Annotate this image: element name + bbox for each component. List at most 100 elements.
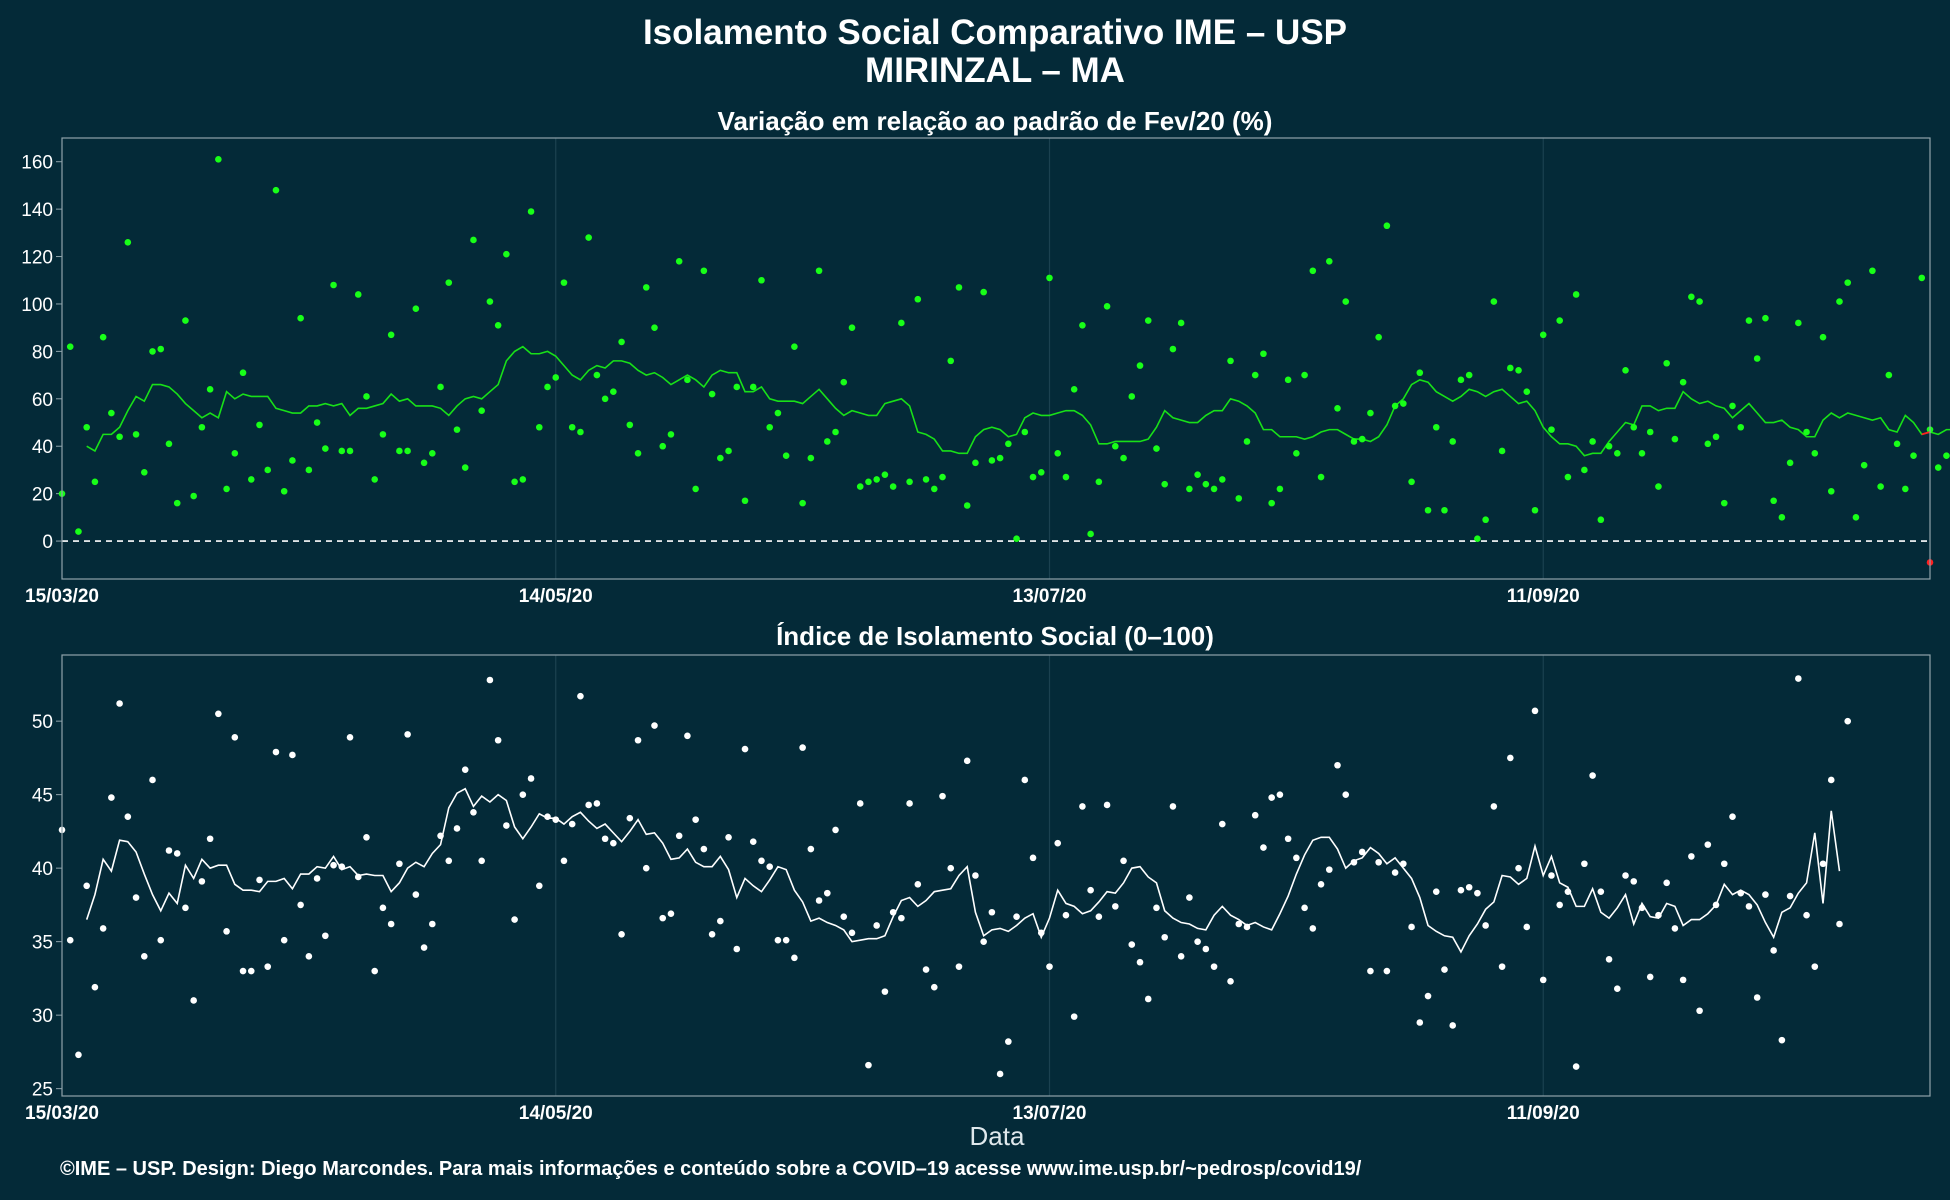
data-point [1762,891,1769,898]
x-tick-label: 13/07/20 [1013,1103,1087,1124]
data-point [848,324,856,331]
data-point [1235,495,1243,502]
data-point [108,794,115,801]
data-point [1317,881,1325,888]
data-point [700,845,708,853]
data-point [758,276,765,284]
panel2-plot-area: 15/03/20 14/05/20 13/07/20 11/09/20 25 30 35 40… [25,654,1931,1124]
data-point [873,922,880,929]
data-point [1531,707,1539,715]
data-point [1416,1019,1424,1026]
data-point [1836,298,1843,305]
data-point [1531,506,1539,514]
data-point [1622,872,1629,879]
data-point [371,476,379,483]
data-point [519,476,527,483]
data-point [108,409,115,417]
data-point [568,820,576,828]
data-point [799,499,806,507]
data-point [1037,469,1045,476]
data-point [963,502,971,509]
data-point [1449,1022,1457,1029]
data-point [1490,803,1498,810]
data-point [684,732,691,740]
data-point [527,208,535,215]
data-point [1087,530,1094,538]
data-point [149,348,156,355]
data-point [486,676,494,684]
data-point [1342,791,1350,798]
data-point [1515,864,1522,872]
data-point [511,916,518,923]
y-tick-label: 40 [32,859,53,880]
data-point [815,267,823,275]
data-point [149,776,156,784]
data-point [881,988,889,995]
data-point [445,857,453,865]
data-point [1037,929,1045,937]
data-point [1679,976,1687,984]
data-point [552,816,560,823]
data-point [914,881,922,888]
data-point [684,376,691,384]
data-point [1210,963,1218,970]
data-point [1474,889,1481,897]
data-point [1301,904,1308,912]
data-point [1375,858,1382,866]
data-point [1729,402,1736,410]
data-point [1778,514,1786,521]
data-point [544,383,551,391]
data-point [1350,438,1358,445]
data-point [1005,440,1012,448]
data-point [215,710,222,718]
data-point [914,295,922,303]
data-point [1128,941,1136,948]
y-tick-label: 0 [42,532,53,553]
data-point [1128,393,1136,400]
data-point [988,908,996,916]
data-point [461,766,469,773]
data-point [675,832,683,840]
data-point [1029,473,1037,481]
data-point [1005,1038,1012,1045]
data-point [1301,371,1308,379]
x-tick-label: 11/09/20 [1507,586,1580,607]
data-point [1614,450,1621,457]
data-point [791,954,798,962]
data-point [75,1051,82,1059]
data-point [1260,844,1267,851]
data-point [889,908,897,916]
data-point [1729,813,1736,820]
data-point [651,324,658,331]
data-point [330,861,337,869]
data-point [1762,314,1769,322]
data-point [889,483,897,490]
data-point [749,838,757,845]
data-point [1391,869,1399,876]
data-point [1482,516,1489,524]
data-point [1737,889,1745,897]
data-point [140,469,148,476]
data-point [379,431,387,438]
data-point [766,863,773,870]
data-point [988,457,996,464]
data-point [1819,333,1827,341]
data-point [363,393,370,400]
data-point [289,457,296,464]
data-point [1400,860,1407,868]
data-point [782,936,790,944]
data-point [371,967,379,975]
data-point [1934,464,1942,471]
data-point [1416,369,1424,377]
data-point [478,407,485,414]
data-point [972,872,979,879]
data-point [848,929,856,937]
panel1-plot-area: 15/03/20 14/05/20 13/07/20 11/09/20 0 20 40 60 8… [21,137,1950,607]
data-point [470,236,477,244]
data-point [379,904,387,912]
data-point [1079,803,1086,810]
data-point [1795,675,1802,682]
data-point [692,816,699,823]
